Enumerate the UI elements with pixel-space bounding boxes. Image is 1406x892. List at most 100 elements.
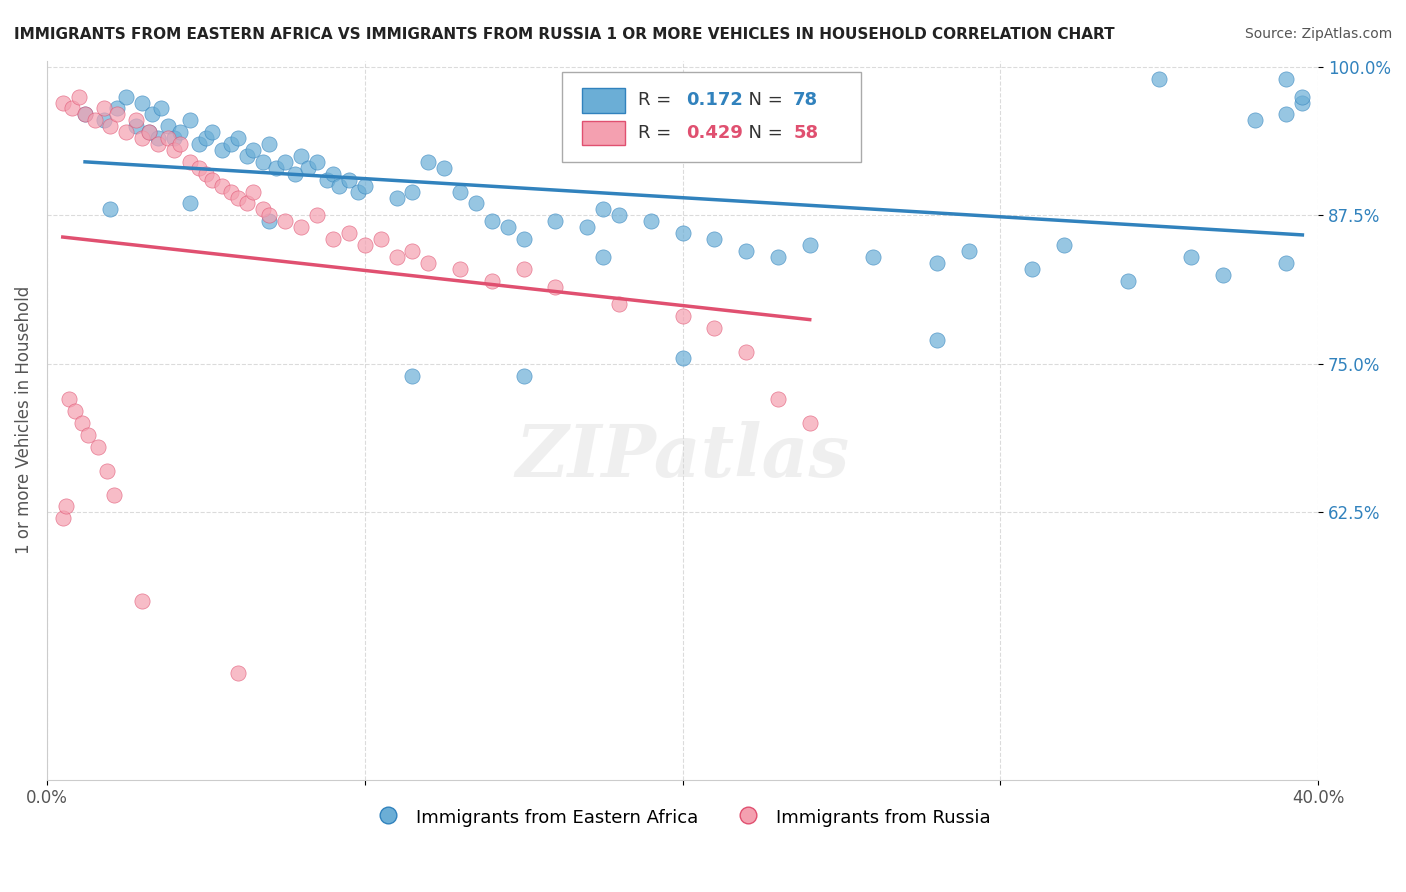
Point <box>236 149 259 163</box>
Point <box>799 416 821 430</box>
Point <box>1291 95 1313 110</box>
Point <box>512 368 534 383</box>
Point <box>481 214 503 228</box>
Point <box>83 113 105 128</box>
Text: IMMIGRANTS FROM EASTERN AFRICA VS IMMIGRANTS FROM RUSSIA 1 OR MORE VEHICLES IN H: IMMIGRANTS FROM EASTERN AFRICA VS IMMIGR… <box>14 27 1115 42</box>
Point <box>87 440 110 454</box>
Point <box>105 107 128 121</box>
Point <box>163 131 186 145</box>
Point <box>146 131 169 145</box>
Point <box>401 244 423 258</box>
Point <box>449 185 471 199</box>
Point <box>925 333 948 347</box>
Point <box>370 232 392 246</box>
Point <box>242 143 264 157</box>
Point <box>307 208 329 222</box>
Point <box>703 321 725 335</box>
Point <box>1243 113 1265 128</box>
Text: N =: N = <box>737 92 789 110</box>
Point <box>328 178 350 193</box>
Legend: Immigrants from Eastern Africa, Immigrants from Russia: Immigrants from Eastern Africa, Immigran… <box>367 799 998 835</box>
Point <box>141 107 163 121</box>
Point <box>385 190 408 204</box>
Point <box>1021 261 1043 276</box>
Point <box>766 250 789 264</box>
Point <box>401 185 423 199</box>
Text: 0.172: 0.172 <box>686 92 744 110</box>
Point <box>347 185 370 199</box>
Point <box>274 154 297 169</box>
Point <box>131 594 153 608</box>
Point <box>290 220 312 235</box>
Point <box>1275 71 1298 86</box>
Y-axis label: 1 or more Vehicles in Household: 1 or more Vehicles in Household <box>15 286 32 555</box>
Point <box>284 167 307 181</box>
Point <box>607 297 630 311</box>
Point <box>138 125 160 139</box>
Text: 78: 78 <box>793 92 818 110</box>
Point <box>138 125 160 139</box>
Point <box>418 154 440 169</box>
Point <box>449 261 471 276</box>
Point <box>512 232 534 246</box>
Point <box>735 345 758 359</box>
Text: 58: 58 <box>793 124 818 142</box>
Text: Source: ZipAtlas.com: Source: ZipAtlas.com <box>1244 27 1392 41</box>
Text: R =: R = <box>638 92 678 110</box>
Point <box>73 107 96 121</box>
Point <box>103 487 125 501</box>
Point <box>52 511 75 525</box>
Point <box>219 137 242 152</box>
Point <box>465 196 488 211</box>
Point <box>60 102 83 116</box>
Point <box>671 226 693 240</box>
Point <box>125 113 148 128</box>
Point <box>735 244 758 258</box>
Point <box>105 102 128 116</box>
Point <box>226 665 249 680</box>
Point <box>73 107 96 121</box>
Point <box>544 279 567 293</box>
Point <box>592 202 614 217</box>
Point <box>156 131 179 145</box>
Point <box>201 172 224 186</box>
Point <box>418 256 440 270</box>
Point <box>290 149 312 163</box>
Point <box>640 214 662 228</box>
Point <box>322 167 344 181</box>
Text: ZIPatlas: ZIPatlas <box>516 421 849 491</box>
Point <box>70 416 93 430</box>
Point <box>242 185 264 199</box>
Point <box>194 167 217 181</box>
Point <box>226 190 249 204</box>
Point <box>169 137 191 152</box>
Point <box>131 131 153 145</box>
Point <box>1275 256 1298 270</box>
Point <box>1212 268 1234 282</box>
Point <box>766 392 789 407</box>
Point <box>96 464 118 478</box>
Point <box>115 89 138 103</box>
Point <box>274 214 297 228</box>
Point <box>67 89 90 103</box>
Point <box>156 120 179 134</box>
Point <box>188 161 211 175</box>
Point <box>100 202 122 217</box>
Point <box>179 196 201 211</box>
Point <box>592 250 614 264</box>
Point <box>512 261 534 276</box>
Point <box>219 185 242 199</box>
Point <box>496 220 519 235</box>
Point <box>179 154 201 169</box>
Point <box>125 120 148 134</box>
Point <box>201 125 224 139</box>
Point <box>163 143 186 157</box>
Point <box>131 95 153 110</box>
FancyBboxPatch shape <box>582 120 626 145</box>
FancyBboxPatch shape <box>582 88 626 112</box>
Point <box>188 137 211 152</box>
Point <box>337 172 360 186</box>
Point <box>576 220 599 235</box>
Point <box>58 392 80 407</box>
Point <box>93 102 115 116</box>
